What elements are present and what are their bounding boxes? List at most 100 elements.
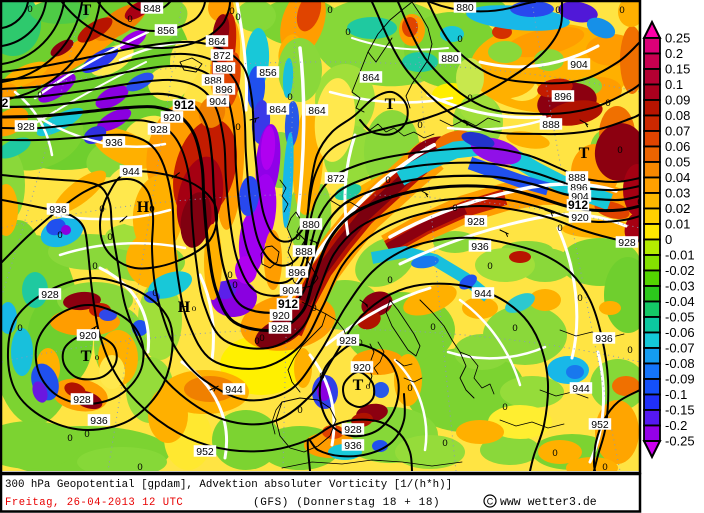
svg-text:0.1: 0.1 bbox=[665, 77, 683, 92]
svg-text:0: 0 bbox=[557, 223, 562, 234]
svg-text:0.06: 0.06 bbox=[665, 139, 690, 154]
svg-text:0: 0 bbox=[637, 197, 642, 208]
svg-text:-0.04: -0.04 bbox=[665, 294, 695, 309]
svg-text:0: 0 bbox=[345, 27, 350, 38]
svg-text:-0.03: -0.03 bbox=[665, 279, 695, 294]
svg-text:920: 920 bbox=[571, 212, 589, 224]
svg-text:880: 880 bbox=[302, 219, 320, 231]
svg-text:896: 896 bbox=[554, 91, 572, 103]
svg-text:0: 0 bbox=[555, 5, 560, 16]
svg-text:0: 0 bbox=[605, 98, 610, 109]
svg-text:904: 904 bbox=[570, 59, 588, 71]
svg-text:0: 0 bbox=[430, 322, 435, 333]
svg-text:880: 880 bbox=[441, 53, 459, 65]
svg-text:(GFS) (Donnerstag 18 + 18): (GFS) (Donnerstag 18 + 18) bbox=[253, 497, 440, 509]
svg-text:T: T bbox=[81, 2, 92, 19]
svg-text:0.02: 0.02 bbox=[665, 201, 690, 216]
svg-text:856: 856 bbox=[157, 25, 175, 37]
svg-text:0: 0 bbox=[442, 438, 447, 449]
svg-text:864: 864 bbox=[208, 36, 226, 48]
svg-text:-0.1: -0.1 bbox=[665, 387, 687, 402]
svg-text:0.09: 0.09 bbox=[665, 93, 690, 108]
svg-text:880: 880 bbox=[215, 63, 233, 75]
svg-text:-0.02: -0.02 bbox=[665, 263, 695, 278]
svg-text:952: 952 bbox=[591, 419, 609, 431]
svg-text:0: 0 bbox=[227, 270, 232, 281]
svg-text:0: 0 bbox=[92, 261, 97, 272]
svg-text:904: 904 bbox=[282, 285, 300, 297]
svg-text:0: 0 bbox=[254, 336, 259, 347]
svg-text:2: 2 bbox=[2, 96, 9, 110]
svg-text:0.04: 0.04 bbox=[665, 170, 690, 185]
svg-text:872: 872 bbox=[327, 173, 345, 185]
svg-text:0: 0 bbox=[232, 280, 237, 291]
svg-text:0: 0 bbox=[235, 12, 240, 23]
svg-text:0: 0 bbox=[297, 405, 302, 416]
svg-text:856: 856 bbox=[259, 67, 277, 79]
svg-text:0: 0 bbox=[619, 5, 624, 16]
svg-text:888: 888 bbox=[568, 172, 586, 184]
svg-text:-0.08: -0.08 bbox=[665, 356, 695, 371]
svg-text:T: T bbox=[385, 96, 396, 113]
svg-text:0.08: 0.08 bbox=[665, 108, 690, 123]
svg-text:0: 0 bbox=[27, 4, 32, 15]
svg-text:0: 0 bbox=[385, 175, 390, 186]
svg-text:0: 0 bbox=[602, 462, 607, 473]
svg-text:880: 880 bbox=[456, 2, 474, 14]
svg-text:o: o bbox=[150, 203, 155, 213]
svg-text:0: 0 bbox=[357, 338, 362, 349]
svg-text:C: C bbox=[487, 497, 494, 507]
svg-text:0: 0 bbox=[137, 462, 142, 473]
svg-text:0: 0 bbox=[407, 383, 412, 394]
svg-text:848: 848 bbox=[143, 3, 161, 15]
svg-text:-0.15: -0.15 bbox=[665, 403, 695, 418]
svg-text:0: 0 bbox=[577, 293, 582, 304]
svg-text:0: 0 bbox=[417, 120, 422, 131]
svg-text:0.15: 0.15 bbox=[665, 62, 690, 77]
svg-text:0: 0 bbox=[99, 204, 104, 215]
svg-text:0: 0 bbox=[502, 402, 507, 413]
svg-text:0: 0 bbox=[84, 429, 89, 440]
svg-text:904: 904 bbox=[209, 96, 227, 108]
svg-text:0: 0 bbox=[57, 230, 62, 241]
svg-text:0.25: 0.25 bbox=[665, 31, 690, 46]
svg-text:928: 928 bbox=[41, 289, 59, 301]
svg-text:928: 928 bbox=[339, 335, 357, 347]
svg-text:920: 920 bbox=[79, 330, 97, 342]
svg-text:300 hPa Geopotential [gpdam],: 300 hPa Geopotential [gpdam], Advektion … bbox=[5, 479, 452, 491]
svg-text:872: 872 bbox=[213, 50, 231, 62]
svg-text:944: 944 bbox=[474, 288, 492, 300]
svg-text:0.07: 0.07 bbox=[665, 124, 690, 139]
svg-text:0: 0 bbox=[552, 448, 557, 459]
svg-text:0: 0 bbox=[259, 333, 264, 344]
svg-text:0: 0 bbox=[665, 232, 672, 247]
svg-text:0.03: 0.03 bbox=[665, 186, 690, 201]
svg-text:928: 928 bbox=[17, 121, 35, 133]
svg-text:912: 912 bbox=[278, 297, 298, 311]
svg-text:928: 928 bbox=[73, 394, 91, 406]
svg-text:944: 944 bbox=[572, 383, 590, 395]
svg-text:o: o bbox=[366, 381, 371, 391]
svg-text:Freitag, 26-04-2013 12 UTC: Freitag, 26-04-2013 12 UTC bbox=[5, 497, 183, 509]
svg-text:T: T bbox=[81, 348, 92, 365]
svg-text:0: 0 bbox=[311, 303, 316, 314]
svg-text:0: 0 bbox=[149, 204, 154, 215]
svg-text:-0.05: -0.05 bbox=[665, 310, 695, 325]
svg-text:936: 936 bbox=[90, 415, 108, 427]
svg-text:0.01: 0.01 bbox=[665, 217, 690, 232]
svg-text:0: 0 bbox=[295, 232, 300, 243]
svg-text:0: 0 bbox=[617, 145, 622, 156]
svg-text:888: 888 bbox=[295, 246, 313, 258]
svg-text:864: 864 bbox=[362, 72, 380, 84]
svg-text:936: 936 bbox=[344, 440, 362, 452]
svg-text:0: 0 bbox=[17, 323, 22, 334]
svg-text:0: 0 bbox=[387, 275, 392, 286]
svg-text:0.05: 0.05 bbox=[665, 155, 690, 170]
svg-text:-0.07: -0.07 bbox=[665, 341, 695, 356]
svg-text:888: 888 bbox=[542, 119, 560, 131]
svg-text:o: o bbox=[95, 352, 100, 362]
svg-text:-0.01: -0.01 bbox=[665, 248, 695, 263]
svg-text:920: 920 bbox=[163, 112, 181, 124]
svg-text:0: 0 bbox=[319, 371, 324, 382]
svg-text:864: 864 bbox=[308, 105, 326, 117]
